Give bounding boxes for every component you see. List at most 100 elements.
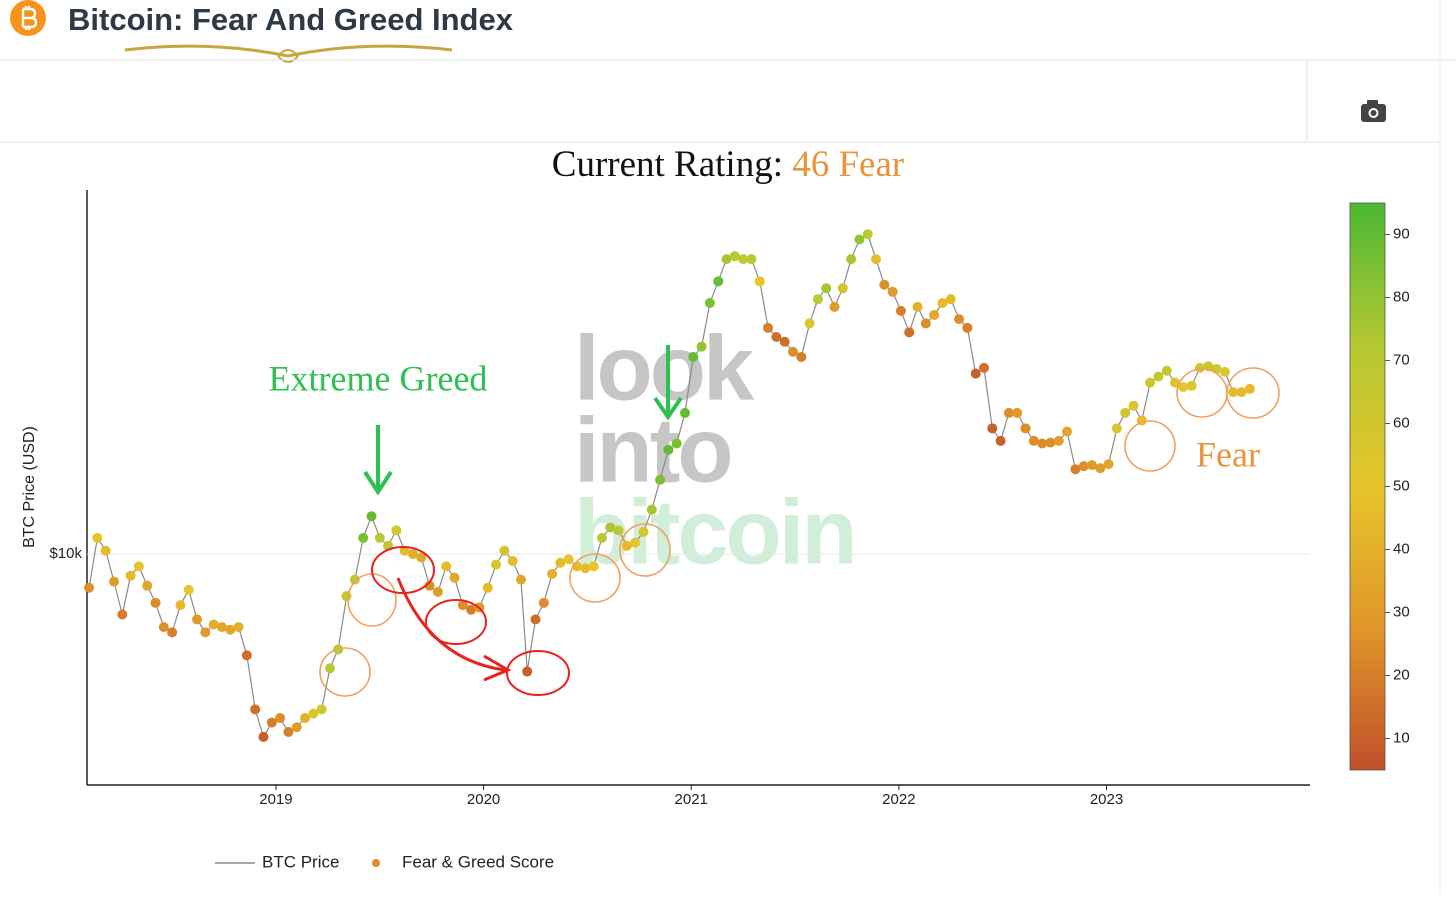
score-point xyxy=(283,726,294,737)
circle xyxy=(1226,367,1280,419)
score-point xyxy=(316,704,327,715)
score-point xyxy=(671,438,682,449)
score-point xyxy=(117,609,128,620)
score-point xyxy=(1086,460,1097,471)
score-point xyxy=(250,704,261,715)
score-point xyxy=(613,525,624,536)
plot: $10k 2019 2020 2021 2022 2023 xyxy=(49,229,1310,808)
score-point xyxy=(704,297,715,308)
score-point xyxy=(754,276,765,287)
colorbar-tick-label: 50 xyxy=(1393,477,1410,494)
watermark-word: into xyxy=(574,399,731,501)
score-point xyxy=(804,318,815,329)
score-point xyxy=(970,368,981,379)
score-point xyxy=(216,622,227,633)
score-point xyxy=(1045,437,1056,448)
score-point xyxy=(713,276,724,287)
score-point xyxy=(605,522,616,533)
score-point xyxy=(821,283,832,294)
red-marks xyxy=(371,546,570,696)
chart-title: Current Rating: 46 Fear xyxy=(552,144,904,185)
score-point xyxy=(300,713,311,724)
score-point xyxy=(100,545,111,556)
score-point xyxy=(879,279,890,290)
score-point xyxy=(887,286,898,297)
legend-dot xyxy=(372,859,380,867)
score-point xyxy=(507,555,518,566)
flourish xyxy=(124,44,453,58)
score-point xyxy=(680,407,691,418)
score-point xyxy=(596,532,607,543)
x-tick-label: 2019 xyxy=(259,791,292,808)
legend-label: BTC Price xyxy=(262,852,339,871)
score-point xyxy=(416,552,427,563)
score-point xyxy=(192,614,203,625)
score-point xyxy=(167,627,178,638)
score-point xyxy=(862,229,873,240)
score-point xyxy=(432,586,443,597)
score-point xyxy=(538,597,549,608)
score-point xyxy=(1103,459,1114,470)
x-tick-label: 2022 xyxy=(882,791,915,808)
score-point xyxy=(374,532,385,543)
x-tick-label: 2020 xyxy=(467,791,500,808)
score-point xyxy=(391,525,402,536)
colorbar-tick-label: 10 xyxy=(1393,729,1410,746)
x-tick-label: 2021 xyxy=(675,791,708,808)
score-point xyxy=(787,346,798,357)
circle xyxy=(319,647,371,697)
score-point xyxy=(1194,362,1205,373)
score-point xyxy=(158,622,169,633)
score-point xyxy=(1153,371,1164,382)
x-tick-label: 2023 xyxy=(1090,791,1123,808)
score-point xyxy=(904,327,915,338)
colorbar-scale xyxy=(1349,202,1386,771)
score-point xyxy=(84,582,95,593)
score-point xyxy=(183,584,194,595)
score-point xyxy=(1128,400,1139,411)
score-point xyxy=(721,254,732,265)
score-point xyxy=(945,294,956,305)
colorbar-tick-label: 30 xyxy=(1393,603,1410,620)
score-point xyxy=(358,532,369,543)
score-point xyxy=(1186,380,1197,391)
score-point xyxy=(258,731,269,742)
camera-lens-inner xyxy=(1370,110,1377,116)
camera-top xyxy=(1367,100,1378,106)
colorbar-tick-label: 80 xyxy=(1393,288,1410,305)
score-point xyxy=(291,722,302,733)
score-point xyxy=(499,545,510,556)
score-point xyxy=(530,614,541,625)
score-point xyxy=(1062,426,1073,437)
annotation: Extreme Greed xyxy=(269,358,488,398)
score-point xyxy=(150,597,161,608)
score-point xyxy=(1078,461,1089,472)
score-point xyxy=(729,251,740,262)
score-point xyxy=(854,234,865,245)
score-point xyxy=(92,532,103,543)
camera-button[interactable] xyxy=(1361,100,1386,122)
score-point xyxy=(580,563,591,574)
score-point xyxy=(457,600,468,611)
y-axis-label: BTC Price (USD) xyxy=(21,426,38,548)
score-point xyxy=(920,318,931,329)
circle xyxy=(569,553,621,603)
score-point xyxy=(1145,377,1156,388)
score-point xyxy=(563,554,574,565)
score-point xyxy=(812,294,823,305)
score-point xyxy=(133,561,144,572)
score-point xyxy=(482,582,493,593)
score-point xyxy=(746,254,757,265)
circle xyxy=(425,599,487,645)
score-point xyxy=(208,619,219,630)
score-point xyxy=(308,708,319,719)
colorbar-tick-label: 20 xyxy=(1393,666,1410,683)
score-point xyxy=(522,666,533,677)
score-point xyxy=(1028,435,1039,446)
score-point xyxy=(962,322,973,333)
score-point xyxy=(407,549,418,560)
score-point xyxy=(399,545,410,556)
colorbar: 10 20 30 40 50 60 70 80 90 xyxy=(1349,202,1410,771)
legend-label: Fear & Greed Score xyxy=(402,852,554,871)
